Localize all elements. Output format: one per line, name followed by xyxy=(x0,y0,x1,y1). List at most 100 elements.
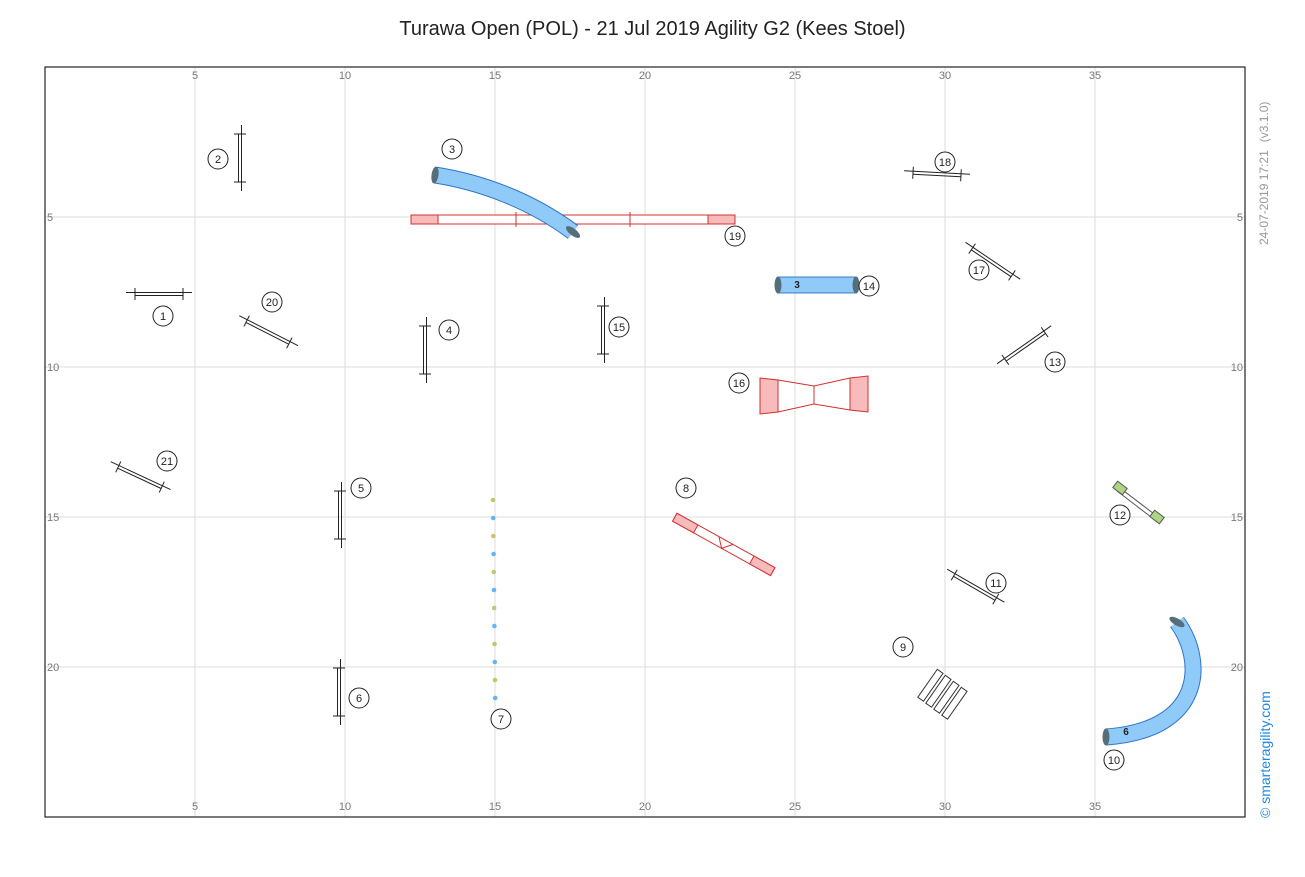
weave-pole xyxy=(492,641,497,647)
number-marker: 7 xyxy=(490,708,512,730)
number-marker-label: 19 xyxy=(729,231,741,243)
number-marker: 19 xyxy=(724,225,746,247)
grid xyxy=(45,67,1245,817)
weave-pole xyxy=(492,659,498,665)
number-marker-label: 3 xyxy=(449,144,455,156)
number-marker-label: 16 xyxy=(733,378,745,390)
x-tick-label-top: 35 xyxy=(1089,70,1101,82)
x-tick-label-bottom: 15 xyxy=(489,801,501,813)
number-marker-label: 21 xyxy=(161,456,173,468)
number-marker-label: 17 xyxy=(973,265,985,277)
number-marker: 20 xyxy=(261,291,283,313)
number-marker-label: 4 xyxy=(446,325,452,337)
weave-pole xyxy=(492,677,498,683)
number-marker: 3 xyxy=(441,138,463,160)
number-marker: 21 xyxy=(156,450,178,472)
number-marker-label: 12 xyxy=(1114,510,1126,522)
tunnel-10-length: 6 xyxy=(1123,727,1129,738)
number-marker: 17 xyxy=(968,259,990,281)
tunnel-14: 3 xyxy=(774,276,860,294)
jump-obstacle xyxy=(239,315,299,349)
number-marker-label: 8 xyxy=(683,483,689,495)
jump-obstacle xyxy=(946,568,1005,605)
seesaw-obstacle xyxy=(671,512,776,577)
jump-obstacle xyxy=(333,659,345,725)
number-marker: 15 xyxy=(608,316,630,338)
number-marker: 2 xyxy=(207,148,229,170)
number-marker-label: 2 xyxy=(215,154,221,166)
jump-obstacle xyxy=(126,288,192,300)
weave-pole xyxy=(491,551,496,557)
weave-pole xyxy=(491,587,497,593)
jumps xyxy=(110,125,1052,725)
x-tick-label-top: 10 xyxy=(339,70,351,82)
x-tick-label-top: 15 xyxy=(489,70,501,82)
timestamp-text: 24-07-2019 17:21 xyxy=(1257,150,1271,245)
y-tick-label-right: 5 xyxy=(1237,212,1243,224)
weave-pole xyxy=(491,605,497,611)
number-marker: 16 xyxy=(728,372,750,394)
x-tick-label-top: 30 xyxy=(939,70,951,82)
version-text: (v3.1.0) xyxy=(1257,102,1271,143)
y-tick-label-right: 20 xyxy=(1231,662,1243,674)
number-marker-label: 10 xyxy=(1108,755,1120,767)
tunnel-14-length: 3 xyxy=(794,280,800,291)
weave-pole xyxy=(491,533,496,539)
y-tick-label-right: 10 xyxy=(1231,362,1243,374)
number-marker: 12 xyxy=(1109,504,1131,526)
number-marker-label: 15 xyxy=(613,322,625,334)
weave-pole xyxy=(490,515,496,521)
number-marker-label: 5 xyxy=(358,483,364,495)
course-title: Turawa Open (POL) - 21 Jul 2019 Agility … xyxy=(399,18,906,40)
weave-pole xyxy=(490,497,496,503)
jump-obstacle xyxy=(234,125,246,191)
x-tick-label-bottom: 35 xyxy=(1089,801,1101,813)
y-tick-label-left: 5 xyxy=(47,212,53,224)
jump-obstacle xyxy=(904,166,971,182)
x-tick-label-bottom: 25 xyxy=(789,801,801,813)
jump-obstacle xyxy=(419,317,431,383)
number-marker: 11 xyxy=(985,572,1007,594)
number-marker: 13 xyxy=(1044,351,1066,373)
double-jump-obstacle xyxy=(759,375,869,415)
jump-obstacle xyxy=(597,297,609,363)
weave-pole xyxy=(492,623,497,629)
weave-pole xyxy=(491,569,497,575)
number-marker: 1 xyxy=(152,305,174,327)
number-marker-label: 11 xyxy=(990,578,1001,590)
number-marker: 10 xyxy=(1103,749,1125,771)
x-tick-label-top: 25 xyxy=(789,70,801,82)
y-tick-label-left: 20 xyxy=(47,662,59,674)
number-marker-label: 13 xyxy=(1049,357,1061,369)
x-tick-label-bottom: 5 xyxy=(192,801,198,813)
number-marker-label: 6 xyxy=(356,693,362,705)
spread-jump-obstacle xyxy=(1112,480,1165,525)
y-tick-label-left: 10 xyxy=(47,362,59,374)
long-jump-obstacle xyxy=(917,668,968,720)
x-tick-label-top: 20 xyxy=(639,70,651,82)
number-marker-label: 18 xyxy=(939,157,951,169)
number-marker: 14 xyxy=(858,275,880,297)
number-marker-label: 9 xyxy=(900,642,906,654)
y-tick-label-left: 15 xyxy=(47,512,59,524)
tunnel-3 xyxy=(431,166,581,239)
number-marker: 9 xyxy=(892,636,914,658)
number-marker: 5 xyxy=(350,477,372,499)
jump-obstacle xyxy=(334,482,346,548)
weave-pole xyxy=(492,695,498,701)
number-marker: 6 xyxy=(348,687,370,709)
x-tick-label-bottom: 30 xyxy=(939,801,951,813)
brand-link[interactable]: © smarteragility.com xyxy=(1257,691,1273,818)
jump-obstacle xyxy=(110,461,171,493)
arena-border xyxy=(44,66,1246,818)
number-marker: 18 xyxy=(934,151,956,173)
x-tick-label-bottom: 20 xyxy=(639,801,651,813)
number-marker-label: 7 xyxy=(498,714,504,726)
timestamp-version: 24-07-2019 17:21 (v3.1.0) xyxy=(1257,102,1271,245)
number-marker: 4 xyxy=(438,319,460,341)
tunnel-10: 6 xyxy=(1102,616,1202,746)
x-tick-label-top: 5 xyxy=(192,70,198,82)
number-marker-label: 20 xyxy=(266,297,278,309)
